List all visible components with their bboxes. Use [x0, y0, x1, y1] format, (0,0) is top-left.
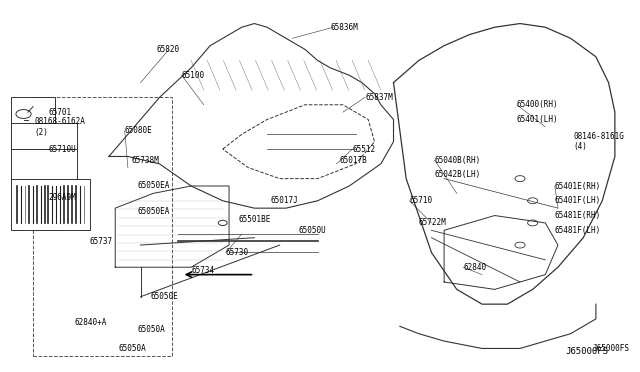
- Text: 62840+A: 62840+A: [74, 318, 106, 327]
- Text: 62840: 62840: [463, 263, 486, 272]
- Text: 65737: 65737: [90, 237, 113, 246]
- Text: J65000FS: J65000FS: [593, 344, 630, 353]
- Text: 08146-8161G
(4): 08146-8161G (4): [574, 132, 625, 151]
- Text: 65100: 65100: [182, 71, 205, 80]
- Text: 65050A: 65050A: [138, 326, 165, 334]
- Text: 65501BE: 65501BE: [239, 215, 271, 224]
- Polygon shape: [11, 123, 77, 149]
- Text: 65401(LH): 65401(LH): [517, 115, 559, 124]
- Circle shape: [218, 220, 227, 225]
- Text: 65481F(LH): 65481F(LH): [555, 226, 601, 235]
- Text: 65701: 65701: [49, 108, 72, 117]
- Text: 296A9M: 296A9M: [49, 193, 77, 202]
- Text: 65734: 65734: [191, 266, 214, 275]
- Text: 65050E: 65050E: [150, 292, 178, 301]
- Text: 65050EA: 65050EA: [138, 207, 170, 217]
- Text: 65730: 65730: [226, 248, 249, 257]
- Text: 65050EA: 65050EA: [138, 182, 170, 190]
- Text: 65481E(RH): 65481E(RH): [555, 211, 601, 220]
- Text: 65722M: 65722M: [419, 218, 447, 227]
- Text: 65017B: 65017B: [340, 155, 367, 165]
- Text: 65710: 65710: [410, 196, 433, 205]
- Text: 65512: 65512: [353, 145, 376, 154]
- Circle shape: [527, 220, 538, 226]
- Circle shape: [515, 176, 525, 182]
- Text: 65040B(RH): 65040B(RH): [435, 155, 481, 165]
- Text: 65080E: 65080E: [125, 126, 152, 135]
- Text: 65017J: 65017J: [270, 196, 298, 205]
- Text: 65837M: 65837M: [365, 93, 393, 102]
- Text: 65400(RH): 65400(RH): [517, 100, 559, 109]
- Text: 65836M: 65836M: [330, 23, 358, 32]
- Circle shape: [527, 198, 538, 204]
- Polygon shape: [11, 179, 90, 230]
- Text: 65738M: 65738M: [131, 155, 159, 165]
- Polygon shape: [11, 149, 77, 179]
- Text: 65401F(LH): 65401F(LH): [555, 196, 601, 205]
- Text: J65000FS: J65000FS: [566, 347, 609, 356]
- Text: 08168-6162A
(2): 08168-6162A (2): [35, 117, 85, 137]
- Text: 65050U: 65050U: [299, 226, 326, 235]
- Circle shape: [515, 242, 525, 248]
- Text: 65042B(LH): 65042B(LH): [435, 170, 481, 179]
- Text: 65050A: 65050A: [118, 344, 146, 353]
- Polygon shape: [11, 97, 55, 149]
- Text: 65401E(RH): 65401E(RH): [555, 182, 601, 190]
- Text: 65710U: 65710U: [49, 145, 77, 154]
- Text: 65820: 65820: [156, 45, 179, 54]
